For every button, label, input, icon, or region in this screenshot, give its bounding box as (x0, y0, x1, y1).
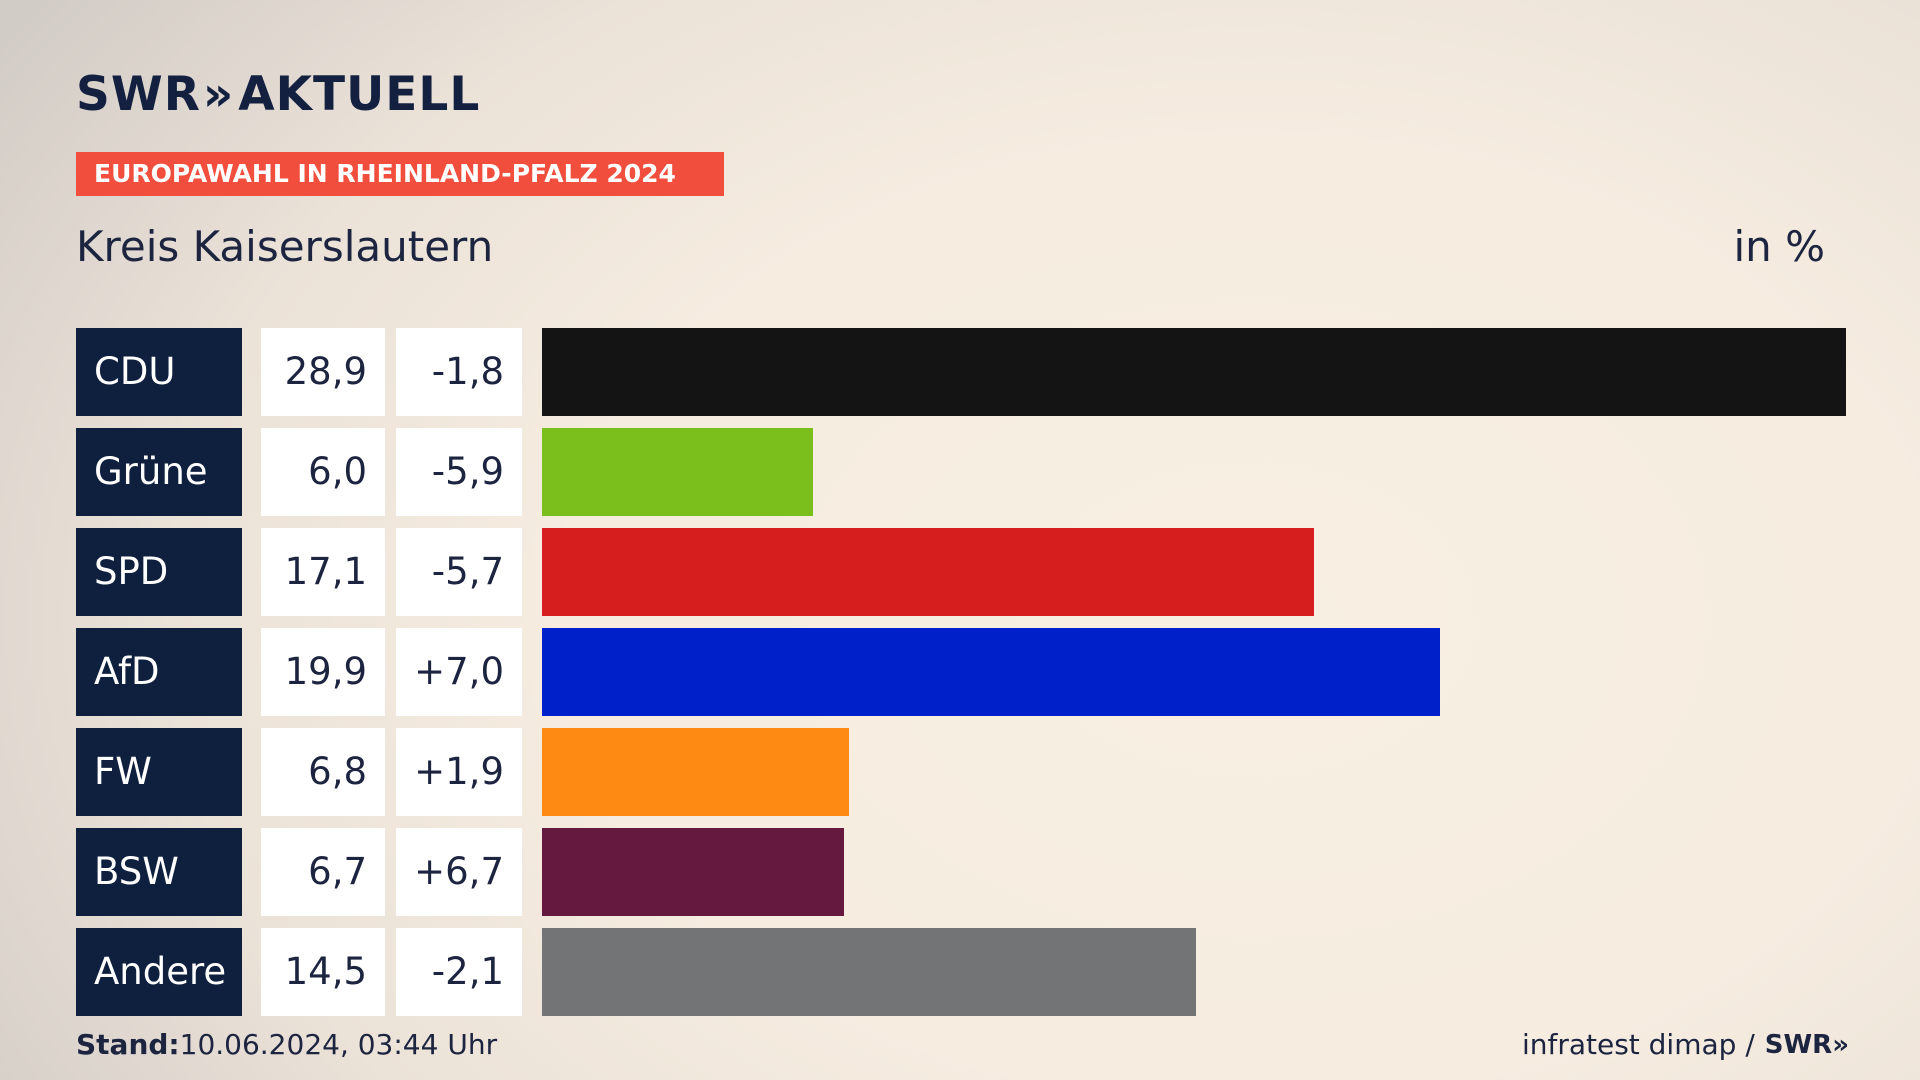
vote-share-change: -5,7 (396, 528, 522, 616)
result-bar (542, 728, 849, 816)
result-row: BSW 6,7 +6,7 (76, 828, 1846, 916)
party-label: AfD (76, 628, 242, 716)
result-row: AfD 19,9 +7,0 (76, 628, 1846, 716)
stand-label: Stand: (76, 1028, 180, 1061)
chart-title: Kreis Kaiserslautern (76, 222, 494, 271)
chart-unit: in % (1733, 222, 1825, 271)
vote-share-value: 14,5 (261, 928, 385, 1016)
vote-share-change: +1,9 (396, 728, 522, 816)
vote-share-change: -1,8 (396, 328, 522, 416)
result-row: SPD 17,1 -5,7 (76, 528, 1846, 616)
party-label: CDU (76, 328, 242, 416)
result-row: CDU 28,9 -1,8 (76, 328, 1846, 416)
vote-share-value: 6,8 (261, 728, 385, 816)
swr-aktuell-logo: SWR » AKTUELL (76, 66, 480, 122)
source-swr-text: SWR (1764, 1029, 1833, 1060)
results-chart: CDU 28,9 -1,8 Grüne 6,0 -5,9 SPD 17,1 -5,7 AfD 19,… (76, 328, 1846, 1016)
party-label: Grüne (76, 428, 242, 516)
result-bar (542, 328, 1846, 416)
vote-share-value: 28,9 (261, 328, 385, 416)
result-row: Grüne 6,0 -5,9 (76, 428, 1846, 516)
vote-share-value: 17,1 (261, 528, 385, 616)
party-label: SPD (76, 528, 242, 616)
party-label: FW (76, 728, 242, 816)
timestamp: Stand:10.06.2024, 03:44 Uhr (76, 1028, 497, 1061)
result-row: Andere 14,5 -2,1 (76, 928, 1846, 1016)
vote-share-change: -2,1 (396, 928, 522, 1016)
election-banner: EUROPAWAHL IN RHEINLAND-PFALZ 2024 (76, 152, 724, 196)
vote-share-value: 19,9 (261, 628, 385, 716)
party-label: Andere (76, 928, 242, 1016)
vote-share-change: -5,9 (396, 428, 522, 516)
result-bar (542, 928, 1196, 1016)
party-label: BSW (76, 828, 242, 916)
result-bar (542, 428, 813, 516)
result-bar (542, 828, 844, 916)
result-row: FW 6,8 +1,9 (76, 728, 1846, 816)
vote-share-value: 6,7 (261, 828, 385, 916)
source-swr-logo: SWR» (1764, 1029, 1849, 1060)
vote-share-change: +6,7 (396, 828, 522, 916)
logo-swr-text: SWR (76, 66, 201, 122)
source-text: infratest dimap / (1521, 1028, 1755, 1061)
logo-chevrons-icon: » (202, 66, 234, 122)
stand-value: 10.06.2024, 03:44 Uhr (179, 1028, 498, 1061)
vote-share-change: +7,0 (396, 628, 522, 716)
source-chevrons-icon: » (1832, 1029, 1849, 1060)
result-bar (542, 528, 1314, 616)
vote-share-value: 6,0 (261, 428, 385, 516)
source-credit: infratest dimap / SWR» (1521, 1028, 1849, 1061)
logo-aktuell-text: AKTUELL (238, 66, 481, 122)
result-bar (542, 628, 1440, 716)
